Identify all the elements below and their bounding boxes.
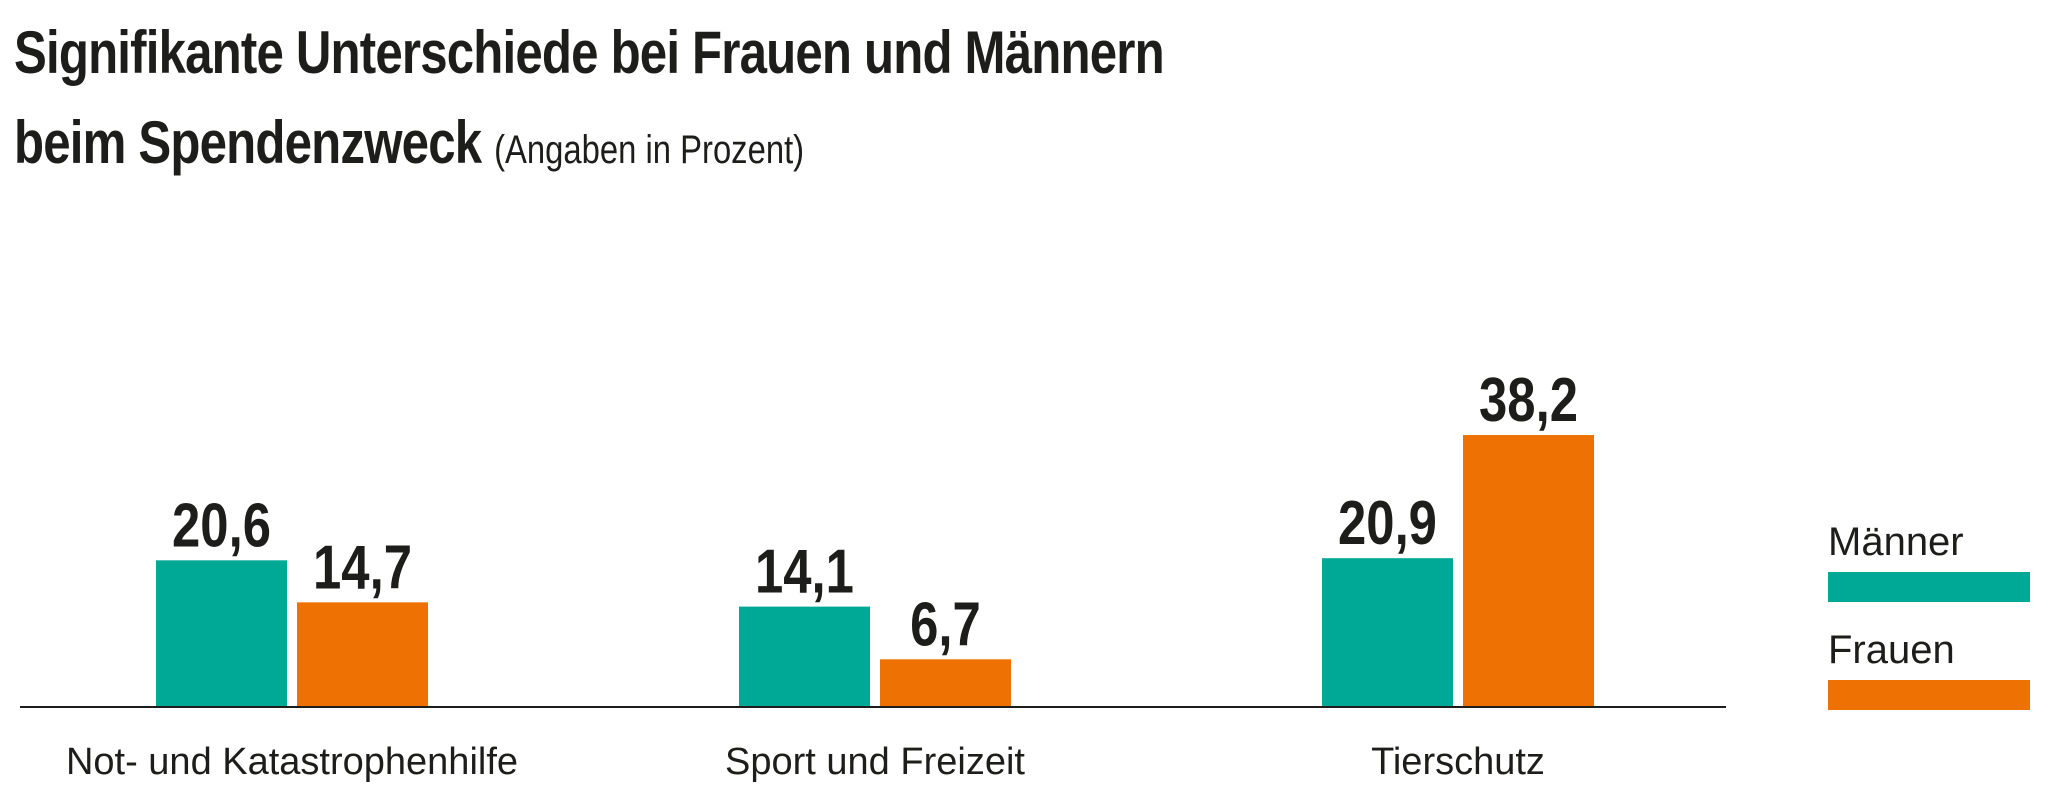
legend-label-maenner: Männer <box>1828 520 1964 564</box>
data-label-frauen-3: 38,2 <box>1479 366 1578 435</box>
category-label-3: Tierschutz <box>1371 741 1545 783</box>
legend-label-frauen: Frauen <box>1828 628 1955 672</box>
chart-subtitle: (Angaben in Prozent) <box>494 128 805 172</box>
category-label-2: Sport und Freizeit <box>725 741 1025 783</box>
bar-frauen-1 <box>297 602 428 707</box>
chart-title: Signifikante Unterschiede bei Frauen und… <box>14 8 1326 195</box>
bar-maenner-1 <box>156 560 287 707</box>
data-label-maenner-1: 20,6 <box>172 492 271 561</box>
legend-swatch-maenner <box>1828 572 2030 602</box>
chart-legend: Männer Frauen <box>1828 518 2038 734</box>
bar-frauen-3 <box>1463 435 1594 707</box>
chart-title-line-2-text: beim Spendenzweck <box>14 109 482 176</box>
data-label-frauen-1: 14,7 <box>313 534 412 603</box>
category-label-1: Not- und Katastrophenhilfe <box>66 741 518 783</box>
bar-frauen-2 <box>880 659 1011 707</box>
chart-title-line-1: Signifikante Unterschiede bei Frauen und… <box>14 19 1165 86</box>
data-label-maenner-2: 14,1 <box>755 538 854 607</box>
bar-maenner-2 <box>739 606 870 707</box>
legend-item-frauen: Frauen <box>1828 626 2038 734</box>
chart-title-line-2: beim Spendenzweck (Angaben in Prozent) <box>14 98 1326 195</box>
bar-maenner-3 <box>1322 558 1453 707</box>
legend-swatch-frauen <box>1828 680 2030 710</box>
legend-item-maenner: Männer <box>1828 518 2038 626</box>
data-label-maenner-3: 20,9 <box>1338 490 1437 559</box>
data-label-frauen-2: 6,7 <box>910 591 981 660</box>
